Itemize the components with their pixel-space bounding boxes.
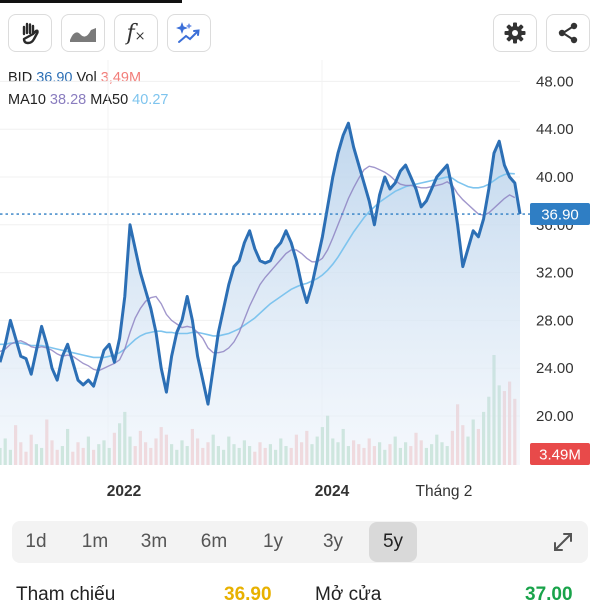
legend-symbol: BID [8, 70, 33, 86]
gear-icon [504, 22, 526, 44]
chart-style-icon [70, 28, 96, 42]
legend-ma10-label: MA10 [8, 92, 46, 108]
ma50-line [0, 172, 515, 359]
x-axis: 2022 2024 Tháng 2 [107, 483, 473, 500]
x-tick-label: Tháng 2 [416, 483, 473, 500]
hand-draw-button[interactable] [8, 14, 52, 52]
legend-ma-row: MA10 38.28 MA50 40.27 [8, 90, 168, 110]
range-selector: 1d 1m 3m 6m 1y 3y 5y [12, 521, 588, 563]
range-3m[interactable]: 3m [140, 531, 168, 552]
y-tick-label: 28.00 [536, 312, 574, 329]
ref-price-value: 36.90 [224, 584, 272, 605]
range-1d[interactable]: 1d [25, 531, 47, 552]
ma10-line [0, 165, 516, 372]
legend-price: 36.90 [36, 70, 73, 86]
svg-text:3.49M: 3.49M [539, 447, 581, 464]
legend-ma50-label: MA50 [90, 92, 129, 108]
indicator-button[interactable]: f× [114, 14, 158, 52]
chart-style-button[interactable] [61, 14, 105, 52]
range-5y[interactable]: 5y [369, 522, 417, 562]
ai-trend-icon [176, 22, 200, 43]
hand-draw-icon [22, 22, 39, 45]
y-tick-label: 48.00 [536, 73, 574, 90]
share-button[interactable] [546, 14, 590, 52]
ref-price-label: Tham chiếu [16, 584, 116, 605]
y-tick-label: 32.00 [536, 265, 574, 282]
volume-badge: 3.49M [530, 443, 590, 465]
open-price-label: Mở cửa [315, 584, 382, 605]
y-tick-label: 20.00 [536, 408, 574, 425]
price-chart[interactable]: 48.0044.0040.0036.0032.0028.0024.0020.00… [0, 60, 600, 505]
price-line [0, 121, 522, 406]
expand-icon [554, 533, 572, 551]
legend-price-row: BID 36.90 Vol 3,49M [8, 68, 141, 88]
y-tick-label: 44.00 [536, 121, 574, 138]
legend-ma50-value: 40.27 [132, 92, 169, 108]
settings-button[interactable] [493, 14, 537, 52]
expand-button[interactable] [539, 522, 587, 562]
legend-vol-value: 3,49M [100, 70, 142, 86]
current-price-badge: 36.90 [530, 203, 590, 226]
range-6m[interactable]: 6m [200, 531, 228, 552]
ai-trend-button[interactable] [167, 14, 211, 52]
y-tick-label: 24.00 [536, 360, 574, 377]
range-1y[interactable]: 1y [262, 531, 284, 552]
chart-toolbar: f× [0, 14, 600, 54]
y-tick-label: 40.00 [536, 169, 574, 186]
top-progress-line [0, 0, 182, 3]
price-area [0, 123, 520, 465]
fx-indicator-icon: f× [126, 20, 146, 46]
range-1m[interactable]: 1m [81, 531, 109, 552]
x-tick-label: 2022 [107, 483, 141, 500]
x-tick-label: 2024 [315, 483, 350, 500]
share-icon [558, 22, 578, 44]
legend-ma10-value: 38.28 [49, 92, 87, 108]
range-3y[interactable]: 3y [322, 531, 344, 552]
svg-text:36.90: 36.90 [541, 207, 579, 224]
legend-vol-label: Vol [76, 70, 97, 86]
open-price-value: 37.00 [525, 584, 573, 605]
